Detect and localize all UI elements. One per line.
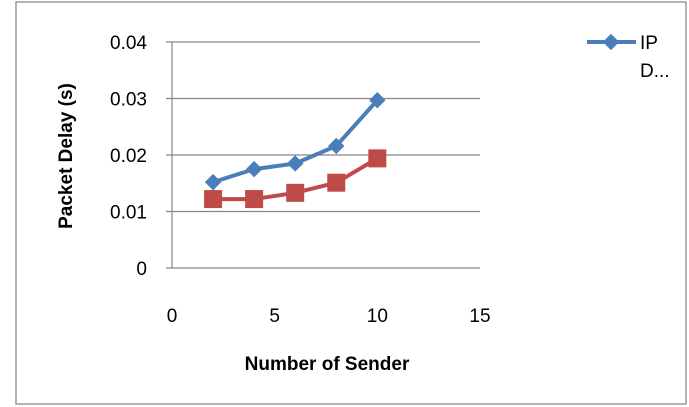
legend-marker <box>602 33 620 51</box>
y-tick-label: 0.03 <box>110 90 147 111</box>
data-point-square <box>286 183 305 202</box>
y-tick-label: 0 <box>136 259 147 280</box>
series-2 <box>204 149 387 209</box>
y-tick-label: 0.02 <box>110 146 147 167</box>
data-point-diamond <box>286 155 304 172</box>
legend-label-line-2: D... <box>640 61 670 82</box>
data-point-square <box>327 173 346 192</box>
legend-label-line-1: IP <box>640 33 658 54</box>
data-point-diamond <box>245 160 263 178</box>
series-1 <box>204 91 386 191</box>
data-point-diamond <box>328 137 345 155</box>
axes <box>166 41 480 269</box>
data-point-square <box>368 149 387 168</box>
series <box>204 91 387 209</box>
x-tick-label: 15 <box>469 306 490 327</box>
data-point-square <box>204 190 223 209</box>
x-axis-title: Number of Sender <box>245 354 410 375</box>
data-point-diamond <box>204 173 222 191</box>
y-tick-labels: 0 0.01 0.02 0.03 0.04 <box>110 33 147 280</box>
legend: IP D... <box>587 33 670 82</box>
x-tick-label: 5 <box>269 306 280 327</box>
data-point-diamond <box>369 91 386 109</box>
y-tick-label: 0.01 <box>110 203 147 224</box>
x-tick-label: 0 <box>167 306 178 327</box>
chart-area <box>15 1 687 405</box>
y-axis-title: Packet Delay (s) <box>56 83 77 229</box>
x-tick-labels: 0 5 10 15 <box>167 306 491 327</box>
y-tick-label: 0.04 <box>110 33 147 54</box>
x-tick-label: 10 <box>367 306 388 327</box>
gridlines <box>172 41 480 213</box>
data-point-square <box>245 190 264 209</box>
